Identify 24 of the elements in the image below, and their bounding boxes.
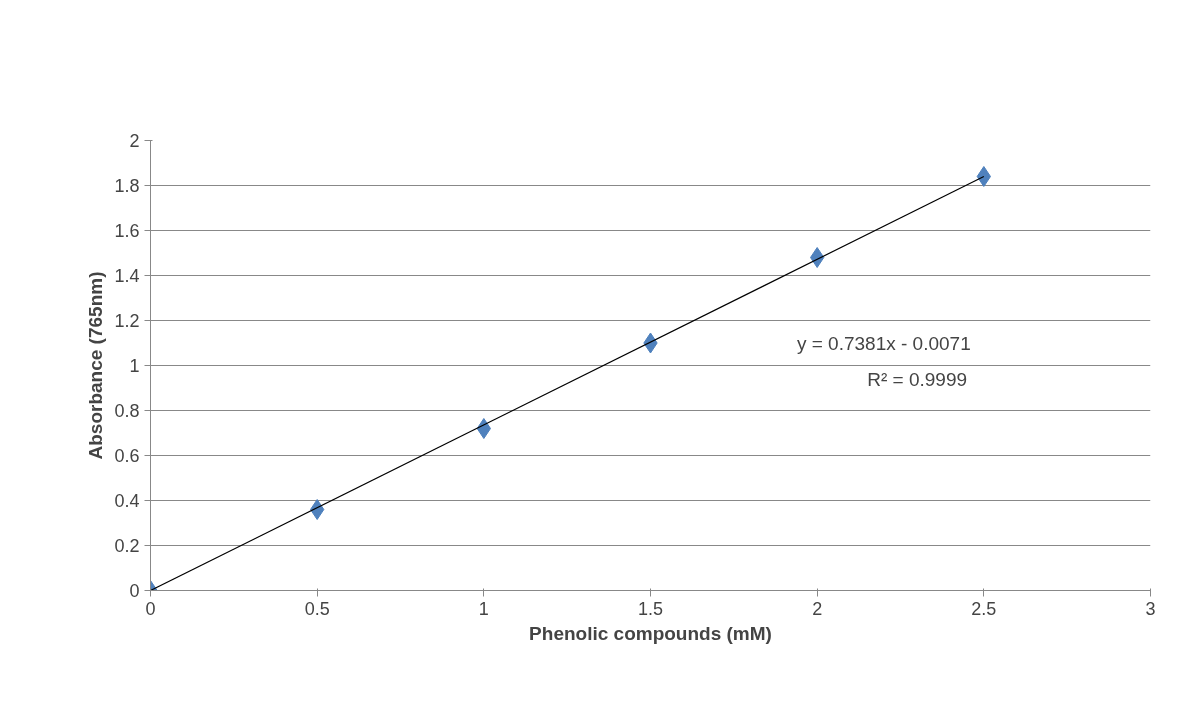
y-tick-label: 0 (129, 581, 140, 601)
annotation: R² = 0.9999 (867, 368, 968, 390)
y-tick-label: 1.6 (114, 221, 140, 241)
y-tick-label: 1.8 (114, 176, 140, 196)
y-axis-title: Absorbance (765nm) (85, 271, 107, 460)
x-tick-label: 0.5 (304, 598, 330, 619)
x-tick-label: 1 (478, 598, 489, 619)
point (976, 166, 991, 187)
y-tick-label: 0.2 (114, 536, 140, 556)
x-tick-label: 3 (1145, 598, 1156, 619)
point (476, 418, 491, 439)
y-tick-label: 2 (129, 131, 140, 151)
x-tick-label: 2 (812, 598, 823, 619)
y-tick-label: 0.4 (114, 491, 140, 511)
y-tick-label: 1.2 (114, 311, 140, 331)
y-tick-label: 0.8 (114, 401, 140, 421)
x-axis-title: Phenolic compounds (mM) (529, 622, 772, 644)
x-tick-label: 0 (145, 598, 156, 619)
annotation: y = 0.7381x - 0.0071 (796, 332, 971, 354)
y-tick-label: 1 (129, 356, 140, 376)
x-tick-label: 2.5 (971, 598, 997, 619)
y-tick-label: 0.6 (114, 446, 140, 466)
y-tick-label: 1.4 (114, 266, 140, 286)
x-tick-label: 1.5 (637, 598, 664, 619)
